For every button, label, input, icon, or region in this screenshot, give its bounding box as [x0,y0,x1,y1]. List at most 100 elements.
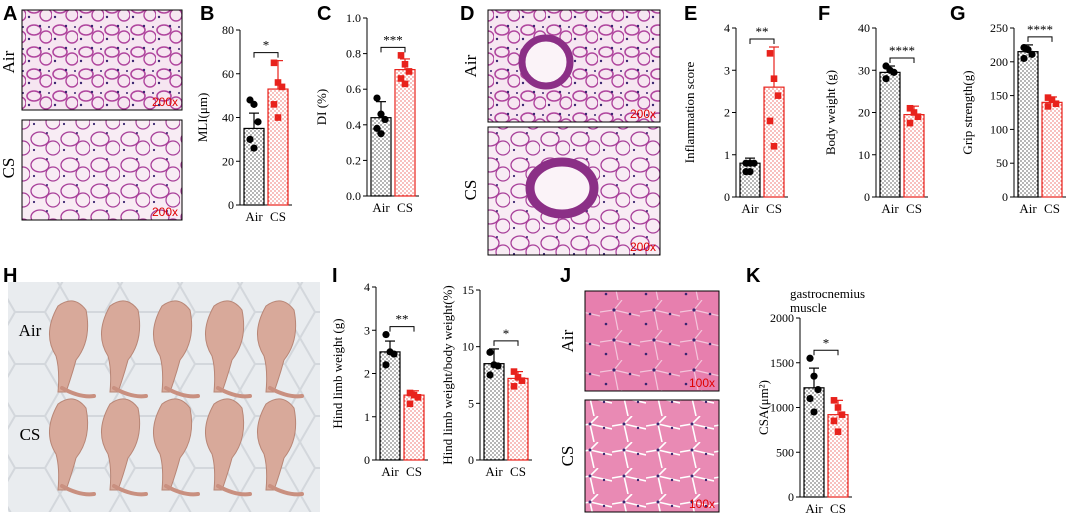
y-tick-label: 200 [990,55,1008,69]
panel-letter: B [200,3,214,25]
data-point-cs [774,92,782,99]
bar-air [803,387,825,498]
data-point-air [806,354,814,362]
magnification-label: 100x [689,376,715,390]
significance-bracket [493,340,519,346]
data-point-air [246,135,254,143]
panel-letter-h: H [3,265,17,287]
y-axis-title: Inflammation score [682,62,697,164]
panel-letter: K [746,265,761,287]
hind-limb-foot [216,484,252,497]
y-tick-label: 2 [724,106,730,120]
y-axis-title: Body weight (g) [823,70,838,155]
bar-air [1017,51,1039,198]
chart-title: muscle [790,300,827,315]
hind-limb-specimen [101,398,141,491]
y-tick-label: 0.4 [346,118,361,132]
bar-cs [827,414,849,498]
significance-bracket [813,349,839,356]
y-axis-title: Grip strength(g) [960,70,975,154]
y-tick-label: 50 [996,156,1008,170]
hind-limb-foot [112,484,148,497]
y-tick-label: 20 [222,154,234,168]
data-point-cs [510,383,518,390]
data-point-cs [518,377,526,384]
panel-a: A Air CS 200x 200x [0,3,183,221]
hind-limb-specimen [101,300,141,393]
panel-letter: C [317,3,331,25]
magnification-label: 200x [630,240,656,254]
hind-limb-foot [60,484,96,497]
x-category-label: Air [1019,201,1037,216]
hind-limb-foot [112,386,148,399]
data-point-cs [270,59,278,67]
significance-bracket [749,38,775,45]
panel-letter: F [818,3,830,25]
y-axis-title: MLI(μm) [195,93,210,143]
row-label-air: Air [19,321,42,340]
data-point-air [377,110,385,118]
chart-title: gastrocnemius [790,286,865,301]
bar-air [879,71,901,198]
panel-h: H Air CS [3,265,320,512]
y-axis-title: CSA(μm²) [756,380,771,435]
y-tick-label: 30 [858,63,870,77]
panel-letter: I [332,265,338,287]
data-point-air [254,118,262,126]
data-point-cs [514,373,522,381]
row-label-cs: CS [558,446,577,467]
data-point-air [494,362,502,370]
data-point-cs [830,397,838,404]
chart-g: G 0 50 100 150 200 250 Grip strength(g) Air CS ***… [950,3,1066,216]
hind-limb-foot [164,386,200,399]
y-tick-label: 0 [724,190,730,204]
y-tick-label: 5 [468,396,474,410]
hind-limb-specimen [49,398,89,491]
data-point-cs [274,79,282,86]
y-tick-label: 100 [990,122,1008,136]
muscle-histology-cs-image [584,399,720,513]
data-point-air [486,348,494,356]
y-tick-label: 0.8 [346,47,361,61]
y-tick-label: 10 [858,148,870,162]
data-point-air [382,361,390,369]
panel-letter-a: A [3,3,17,25]
x-category-label: Air [881,201,899,216]
y-tick-label: 0 [468,453,474,467]
row-label-cs: CS [20,425,41,444]
hind-limb-foot [60,386,96,399]
y-axis-title: Hind limb weight/body weight(%) [440,285,455,464]
row-label-air: Air [558,329,577,352]
y-tick-label: 0.0 [346,189,361,203]
data-point-cs [910,109,918,116]
panel-j: J Air CS 100x 100x [558,265,720,513]
data-point-cs [1044,103,1052,110]
data-point-cs [414,393,422,401]
chart-f: F 0 10 20 30 40 Body weight (g) Air CS **** [818,3,928,216]
x-category-label: CS [906,201,922,216]
panel-letter-j: J [560,265,571,287]
row-label-air: Air [461,54,480,77]
data-point-cs [401,60,409,68]
row-label-air: Air [0,50,18,73]
y-tick-label: 0 [788,490,794,504]
y-axis-title: Hind limb weight (g) [330,318,345,428]
y-tick-label: 4 [724,21,730,35]
data-point-cs [770,75,778,82]
y-tick-label: 4 [364,280,370,294]
airway-structure [525,157,599,219]
significance-bracket [253,52,279,58]
data-point-cs [770,143,778,150]
data-point-cs [397,75,405,82]
muscle-histology-air-image [584,290,720,392]
x-category-label: Air [485,464,503,479]
data-point-cs [906,104,914,112]
y-axis-title: DI (%) [314,89,329,125]
y-tick-label: 1000 [770,401,794,415]
x-category-label: CS [1044,201,1060,216]
data-point-cs [766,117,774,125]
data-point-cs [406,389,414,397]
y-tick-label: 15 [462,283,474,297]
